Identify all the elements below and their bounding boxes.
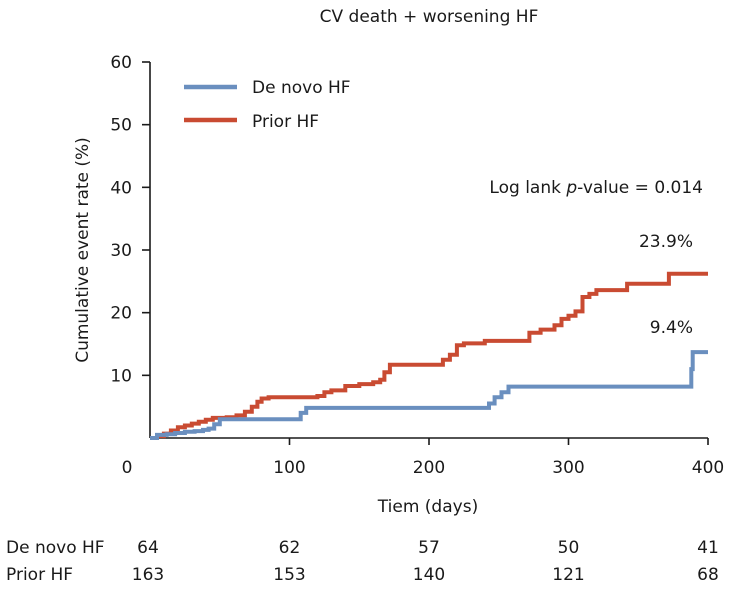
legend-label-de-novo-hf: De novo HF bbox=[252, 78, 351, 98]
y-axis-ticks: 10 20 30 40 50 60 bbox=[110, 53, 150, 386]
risk-row-label: De novo HF bbox=[6, 538, 105, 558]
risk-row-label: Prior HF bbox=[6, 565, 73, 585]
y-tick-label: 60 bbox=[110, 53, 132, 73]
end-label-de-novo-hf: 9.4% bbox=[650, 318, 693, 338]
logrank-p: p bbox=[565, 178, 577, 198]
logrank-suffix: -value = 0.014 bbox=[577, 178, 703, 198]
x-axis-ticks: 0 100 200 300 400 bbox=[122, 438, 724, 478]
series-line-prior-hf bbox=[150, 271, 708, 440]
risk-table-cell: 68 bbox=[697, 565, 719, 585]
y-tick-label: 40 bbox=[110, 178, 132, 198]
risk-table-cell: 140 bbox=[413, 565, 445, 585]
x-tick-label: 0 bbox=[122, 458, 133, 478]
y-tick-label: 50 bbox=[110, 116, 132, 136]
y-tick-label: 20 bbox=[110, 304, 132, 324]
logrank-annotation: Log lank p-value = 0.014 bbox=[489, 178, 703, 198]
risk-table-cell: 41 bbox=[697, 538, 719, 558]
x-tick-label: 400 bbox=[692, 458, 724, 478]
risk-table-cell: 121 bbox=[552, 565, 584, 585]
x-tick-label: 100 bbox=[273, 458, 305, 478]
risk-table-values: 64 62 57 50 41 163 153 140 121 68 bbox=[132, 538, 719, 585]
risk-table-cell: 62 bbox=[279, 538, 301, 558]
risk-table-cell: 153 bbox=[273, 565, 305, 585]
series-line-de-novo-hf bbox=[150, 350, 708, 440]
x-tick-label: 300 bbox=[552, 458, 584, 478]
risk-table-cell: 50 bbox=[558, 538, 580, 558]
y-axis-label: Cumulative event rate (%) bbox=[73, 137, 93, 363]
risk-table-cell: 57 bbox=[418, 538, 440, 558]
risk-table-cell: 64 bbox=[137, 538, 159, 558]
legend-label-prior-hf: Prior HF bbox=[252, 112, 319, 132]
y-tick-label: 30 bbox=[110, 241, 132, 261]
end-label-prior-hf: 23.9% bbox=[639, 232, 693, 252]
risk-table: De novo HF Prior HF 64 62 57 50 41 163 153 140 1… bbox=[6, 538, 719, 585]
logrank-prefix: Log lank bbox=[489, 178, 566, 198]
risk-table-cell: 163 bbox=[132, 565, 164, 585]
legend: De novo HF Prior HF bbox=[184, 78, 351, 132]
y-tick-label: 10 bbox=[110, 366, 132, 386]
chart-title: CV death + worsening HF bbox=[320, 7, 539, 27]
x-axis-label: Tiem (days) bbox=[377, 497, 478, 517]
x-tick-label: 200 bbox=[413, 458, 445, 478]
